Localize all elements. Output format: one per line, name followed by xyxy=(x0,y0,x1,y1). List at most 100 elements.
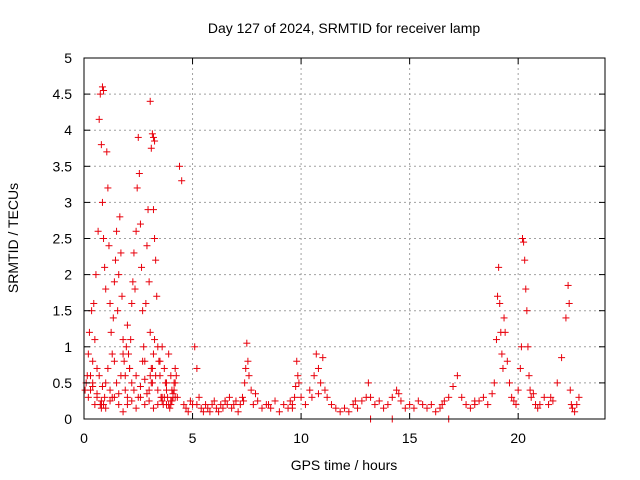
data-point xyxy=(186,397,194,405)
data-point xyxy=(249,401,257,409)
data-point xyxy=(254,397,262,405)
data-point xyxy=(102,379,110,387)
data-point xyxy=(499,364,507,372)
data-point xyxy=(171,364,179,372)
data-point xyxy=(553,379,561,387)
grid-lines xyxy=(84,58,605,419)
data-point xyxy=(113,379,121,387)
data-point xyxy=(466,404,474,412)
data-point xyxy=(130,386,138,394)
data-point xyxy=(138,263,146,271)
data-point xyxy=(147,379,155,387)
data-point xyxy=(243,339,251,347)
data-point xyxy=(349,401,357,409)
data-point xyxy=(367,393,375,401)
data-point xyxy=(180,401,188,409)
data-point xyxy=(117,372,125,380)
data-point xyxy=(162,379,170,387)
data-point xyxy=(500,314,508,322)
data-point xyxy=(104,364,112,372)
data-point xyxy=(119,350,127,358)
data-point xyxy=(176,162,184,170)
data-point xyxy=(267,404,275,412)
data-point xyxy=(310,372,318,380)
data-point xyxy=(492,336,500,344)
data-point xyxy=(149,350,157,358)
data-point xyxy=(127,336,135,344)
data-point xyxy=(306,386,314,394)
data-point xyxy=(414,397,422,405)
data-point xyxy=(123,321,131,329)
y-tick-label: 0.5 xyxy=(53,375,73,391)
data-point xyxy=(549,397,557,405)
data-point xyxy=(503,357,511,365)
y-tick-label: 5 xyxy=(64,50,72,66)
chart-title: Day 127 of 2024, SRMTID for receiver lam… xyxy=(208,20,481,36)
data-point xyxy=(148,364,156,372)
data-point xyxy=(149,133,157,141)
data-point xyxy=(136,220,144,228)
data-point xyxy=(95,372,103,380)
data-point xyxy=(534,404,542,412)
data-point xyxy=(98,83,106,91)
data-point xyxy=(122,343,130,351)
data-point xyxy=(130,249,138,257)
y-axis-label: SRMTID / TECUs xyxy=(5,183,21,293)
data-point xyxy=(251,390,259,398)
data-point xyxy=(106,299,114,307)
data-point xyxy=(136,393,144,401)
data-point xyxy=(221,397,229,405)
data-point xyxy=(336,408,344,416)
data-point xyxy=(505,379,513,387)
data-point xyxy=(536,401,544,409)
data-point xyxy=(135,170,143,178)
data-point xyxy=(215,408,223,416)
data-point xyxy=(523,307,531,315)
data-point xyxy=(393,386,401,394)
x-tick-label: 20 xyxy=(510,430,526,446)
data-point xyxy=(98,383,106,391)
data-point xyxy=(103,148,111,156)
data-point xyxy=(147,144,155,152)
data-point xyxy=(152,372,160,380)
data-point xyxy=(294,372,302,380)
data-point xyxy=(158,343,166,351)
data-point xyxy=(116,213,124,221)
data-point xyxy=(119,408,127,416)
data-point xyxy=(395,390,403,398)
data-point xyxy=(104,184,112,192)
data-point xyxy=(121,386,129,394)
data-point xyxy=(195,393,203,401)
data-point xyxy=(558,354,566,362)
data-point xyxy=(120,357,128,365)
data-point xyxy=(100,86,108,94)
data-point xyxy=(406,401,414,409)
data-point xyxy=(108,350,116,358)
data-point xyxy=(319,354,327,362)
data-point xyxy=(84,393,92,401)
data-point xyxy=(93,393,101,401)
data-point xyxy=(95,115,103,123)
data-point xyxy=(115,271,123,279)
data-point xyxy=(519,235,527,242)
data-point xyxy=(217,401,225,409)
data-point xyxy=(178,177,186,185)
data-point xyxy=(132,372,140,380)
data-point xyxy=(490,379,498,387)
data-point xyxy=(240,397,248,405)
data-point xyxy=(107,328,115,336)
data-point xyxy=(100,235,108,242)
data-point xyxy=(419,401,427,409)
data-point xyxy=(123,393,131,401)
data-point xyxy=(160,364,168,372)
data-point xyxy=(96,90,104,98)
data-point xyxy=(132,227,140,235)
data-point xyxy=(199,408,207,416)
data-point xyxy=(113,227,121,235)
data-point xyxy=(495,263,503,271)
data-point xyxy=(286,397,294,405)
data-point xyxy=(193,364,201,372)
data-point xyxy=(510,397,518,405)
data-point xyxy=(154,386,162,394)
